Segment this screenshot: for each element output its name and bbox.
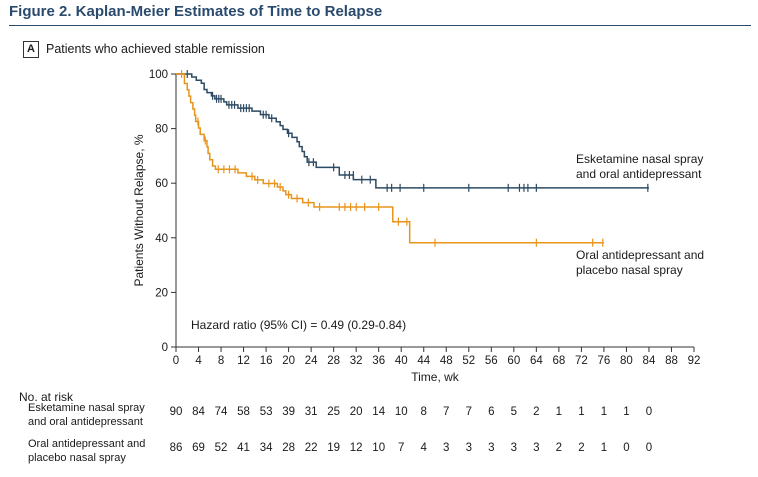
x-tick-label: 8 (218, 355, 224, 367)
x-tick-label: 76 (598, 355, 611, 367)
risk-count: 31 (305, 406, 318, 418)
risk-count: 1 (623, 406, 629, 418)
x-tick-label: 48 (440, 355, 453, 367)
risk-count: 0 (646, 442, 652, 454)
risk-count: 6 (488, 406, 494, 418)
risk-count: 14 (372, 406, 385, 418)
x-tick-label: 80 (620, 355, 633, 367)
x-tick-label: 84 (643, 355, 656, 367)
x-tick-label: 4 (195, 355, 202, 367)
risk-count: 3 (466, 442, 472, 454)
x-tick-label: 28 (327, 355, 340, 367)
y-axis-label: Patients Without Relapse, % (132, 134, 146, 286)
risk-count: 84 (192, 406, 205, 418)
risk-count: 58 (237, 406, 250, 418)
x-tick-label: 72 (575, 355, 588, 367)
x-tick-label: 36 (372, 355, 385, 367)
y-tick-label: 40 (155, 233, 168, 245)
risk-count: 22 (305, 442, 318, 454)
x-tick-label: 56 (485, 355, 498, 367)
x-tick-label: 12 (237, 355, 250, 367)
risk-count: 4 (421, 442, 428, 454)
x-tick-label: 92 (688, 355, 701, 367)
series-label: placebo nasal spray (576, 263, 683, 277)
x-axis-label: Time, wk (411, 370, 460, 384)
risk-count: 25 (327, 406, 340, 418)
risk-count: 1 (601, 406, 607, 418)
risk-row-label: and oral antidepressant (28, 416, 143, 428)
risk-count: 74 (215, 406, 228, 418)
x-tick-label: 40 (395, 355, 408, 367)
risk-row-label: placebo nasal spray (28, 452, 126, 464)
risk-count: 39 (282, 406, 295, 418)
y-tick-label: 0 (162, 342, 168, 354)
x-tick-label: 68 (552, 355, 565, 367)
km-curve-series-1 (176, 73, 649, 189)
x-tick-label: 60 (507, 355, 520, 367)
risk-count: 2 (556, 442, 562, 454)
risk-count: 19 (327, 442, 340, 454)
series-label: Oral antidepressant and (576, 248, 704, 262)
risk-count: 41 (237, 442, 250, 454)
risk-count: 3 (533, 442, 539, 454)
risk-count: 52 (215, 442, 228, 454)
series-label: Esketamine nasal spray (576, 152, 703, 166)
hazard-ratio-annotation: Hazard ratio (95% CI) = 0.49 (0.29-0.84) (191, 318, 406, 332)
figure-title: Figure 2. Kaplan-Meier Estimates of Time… (9, 3, 383, 20)
panel-title: Patients who achieved stable remission (46, 42, 265, 56)
x-tick-label: 64 (530, 355, 543, 367)
risk-count: 10 (395, 406, 408, 418)
risk-count: 0 (646, 406, 652, 418)
risk-count: 0 (623, 442, 629, 454)
x-tick-label: 0 (173, 355, 179, 367)
risk-count: 3 (488, 442, 494, 454)
risk-count: 7 (466, 406, 472, 418)
risk-count: 1 (556, 406, 562, 418)
risk-count: 5 (511, 406, 517, 418)
risk-count: 2 (533, 406, 539, 418)
risk-count: 2 (578, 442, 584, 454)
x-tick-label: 20 (282, 355, 295, 367)
risk-count: 1 (578, 406, 584, 418)
risk-count: 69 (192, 442, 205, 454)
y-tick-label: 60 (155, 178, 168, 190)
risk-count: 28 (282, 442, 295, 454)
series-label: and oral antidepressant (576, 167, 702, 181)
x-tick-label: 52 (462, 355, 475, 367)
risk-count: 7 (398, 442, 404, 454)
risk-count: 7 (443, 406, 449, 418)
risk-count: 8 (421, 406, 427, 418)
risk-count: 3 (443, 442, 449, 454)
panel-letter-badge: A (23, 41, 39, 58)
x-tick-label: 24 (305, 355, 318, 367)
risk-count: 1 (601, 442, 607, 454)
y-tick-label: 80 (155, 124, 168, 136)
risk-count: 12 (350, 442, 363, 454)
risk-count: 10 (372, 442, 385, 454)
risk-count: 3 (511, 442, 517, 454)
risk-count: 86 (170, 442, 183, 454)
x-tick-label: 16 (260, 355, 273, 367)
title-divider (9, 25, 751, 26)
x-tick-label: 44 (417, 355, 430, 367)
risk-count: 90 (170, 406, 183, 418)
risk-row-label: Oral antidepressant and (28, 438, 145, 450)
risk-count: 34 (260, 442, 273, 454)
x-tick-label: 88 (665, 355, 678, 367)
km-curve-series-2 (176, 73, 604, 244)
y-tick-label: 20 (155, 287, 168, 299)
risk-row-label: Esketamine nasal spray (28, 402, 145, 414)
y-tick-label: 100 (149, 69, 168, 81)
x-tick-label: 32 (350, 355, 363, 367)
risk-table-header: No. at risk (19, 390, 74, 404)
risk-count: 20 (350, 406, 363, 418)
risk-count: 53 (260, 406, 273, 418)
